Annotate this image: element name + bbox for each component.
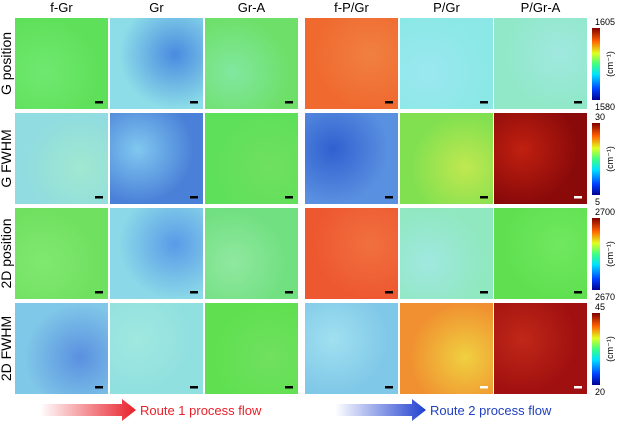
scale-bar bbox=[385, 101, 393, 104]
scale-bar bbox=[574, 196, 582, 199]
row-label: 2D position bbox=[0, 218, 14, 288]
map-tile bbox=[205, 208, 298, 299]
scale-bar bbox=[574, 386, 582, 389]
map-tile bbox=[400, 303, 493, 394]
map-tile bbox=[15, 113, 108, 204]
column-header: f-P/Gr bbox=[334, 0, 369, 15]
scale-bar bbox=[574, 291, 582, 294]
map-tile bbox=[494, 18, 587, 109]
map-tile bbox=[305, 18, 398, 109]
scale-bar bbox=[285, 386, 293, 389]
colorbar-max: 30 bbox=[595, 112, 605, 122]
row-label: G FWHM bbox=[0, 129, 14, 187]
route-arrow bbox=[40, 399, 136, 421]
scale-bar bbox=[385, 386, 393, 389]
scale-bar bbox=[385, 196, 393, 199]
colorbar-max: 1605 bbox=[595, 17, 615, 27]
map-tile bbox=[205, 303, 298, 394]
colorbar-unit: (cm⁻¹) bbox=[605, 336, 615, 362]
scale-bar bbox=[480, 101, 488, 104]
scale-bar bbox=[285, 196, 293, 199]
map-tile bbox=[205, 18, 298, 109]
column-header: P/Gr bbox=[433, 0, 460, 15]
map-tile bbox=[110, 303, 203, 394]
scale-bar bbox=[480, 386, 488, 389]
map-tile bbox=[400, 113, 493, 204]
row-label: 2D FWHM bbox=[0, 316, 14, 381]
map-tile bbox=[400, 18, 493, 109]
colorbar-max: 45 bbox=[595, 302, 605, 312]
map-tile bbox=[15, 303, 108, 394]
map-tile bbox=[305, 208, 398, 299]
colorbar bbox=[592, 218, 600, 290]
scale-bar bbox=[95, 196, 103, 199]
colorbar-unit: (cm⁻¹) bbox=[605, 146, 615, 172]
map-tile bbox=[494, 113, 587, 204]
scale-bar bbox=[480, 291, 488, 294]
colorbar-min: 20 bbox=[595, 387, 605, 397]
colorbar bbox=[592, 123, 600, 195]
colorbar-max: 2700 bbox=[595, 207, 615, 217]
map-tile bbox=[305, 113, 398, 204]
map-tile bbox=[110, 208, 203, 299]
colorbar bbox=[592, 28, 600, 100]
map-tile bbox=[205, 113, 298, 204]
route-arrow bbox=[335, 399, 426, 421]
scale-bar bbox=[285, 101, 293, 104]
scale-bar bbox=[95, 101, 103, 104]
colorbar-min: 2670 bbox=[595, 292, 615, 302]
scale-bar bbox=[190, 101, 198, 104]
map-tile bbox=[494, 208, 587, 299]
map-tile bbox=[305, 303, 398, 394]
colorbar-unit: (cm⁻¹) bbox=[605, 241, 615, 267]
colorbar-min: 5 bbox=[595, 197, 600, 207]
column-header: Gr bbox=[149, 0, 164, 15]
row-label: G position bbox=[0, 32, 14, 95]
colorbar-min: 1580 bbox=[595, 102, 615, 112]
route-label: Route 1 process flow bbox=[140, 403, 262, 418]
column-header: f-Gr bbox=[50, 0, 73, 15]
map-tile bbox=[110, 113, 203, 204]
scale-bar bbox=[95, 386, 103, 389]
colorbar-unit: (cm⁻¹) bbox=[605, 51, 615, 77]
scale-bar bbox=[480, 196, 488, 199]
column-header: P/Gr-A bbox=[521, 0, 561, 15]
scale-bar bbox=[95, 291, 103, 294]
map-tile bbox=[494, 303, 587, 394]
map-tile bbox=[15, 208, 108, 299]
map-tile bbox=[15, 18, 108, 109]
scale-bar bbox=[190, 291, 198, 294]
route-label: Route 2 process flow bbox=[430, 403, 552, 418]
scale-bar bbox=[574, 101, 582, 104]
scale-bar bbox=[190, 386, 198, 389]
map-tile bbox=[400, 208, 493, 299]
scale-bar bbox=[190, 196, 198, 199]
colorbar bbox=[592, 313, 600, 385]
column-header: Gr-A bbox=[238, 0, 266, 15]
scale-bar bbox=[385, 291, 393, 294]
scale-bar bbox=[285, 291, 293, 294]
map-tile bbox=[110, 18, 203, 109]
